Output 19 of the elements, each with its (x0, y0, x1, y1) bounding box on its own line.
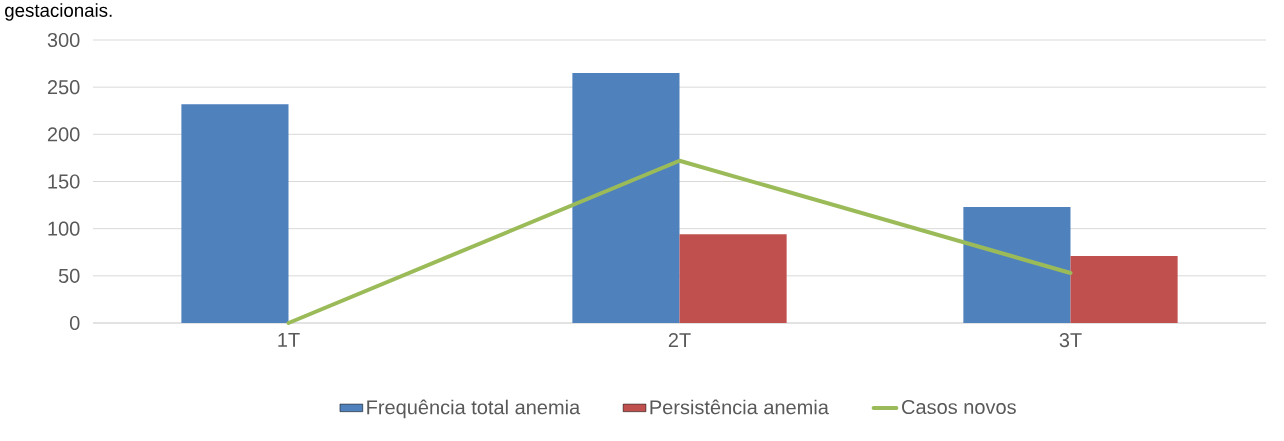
y-tick-label: 250 (47, 80, 80, 95)
x-tick-label: 3T (1059, 333, 1082, 348)
bar (181, 104, 289, 323)
legend-label: Frequência total anemia (367, 399, 581, 419)
legend-label: Persistência anemia (650, 399, 829, 415)
y-tick-label: 100 (48, 221, 80, 236)
x-tick-label: 1T (278, 333, 300, 347)
bar (679, 234, 787, 323)
y-tick-label: 0 (69, 315, 80, 331)
bar (963, 206, 1071, 323)
y-tick-label: 300 (47, 32, 80, 48)
x-tick-label: 2T (668, 333, 691, 347)
legend-label: Casos novos (902, 399, 1016, 415)
y-tick-label: 200 (47, 127, 80, 142)
bar (1070, 256, 1178, 323)
text: gestacionais. (5, 3, 112, 21)
y-tick-label: 50 (58, 268, 80, 283)
y-tick-label: 150 (48, 174, 80, 189)
bar (572, 73, 680, 323)
